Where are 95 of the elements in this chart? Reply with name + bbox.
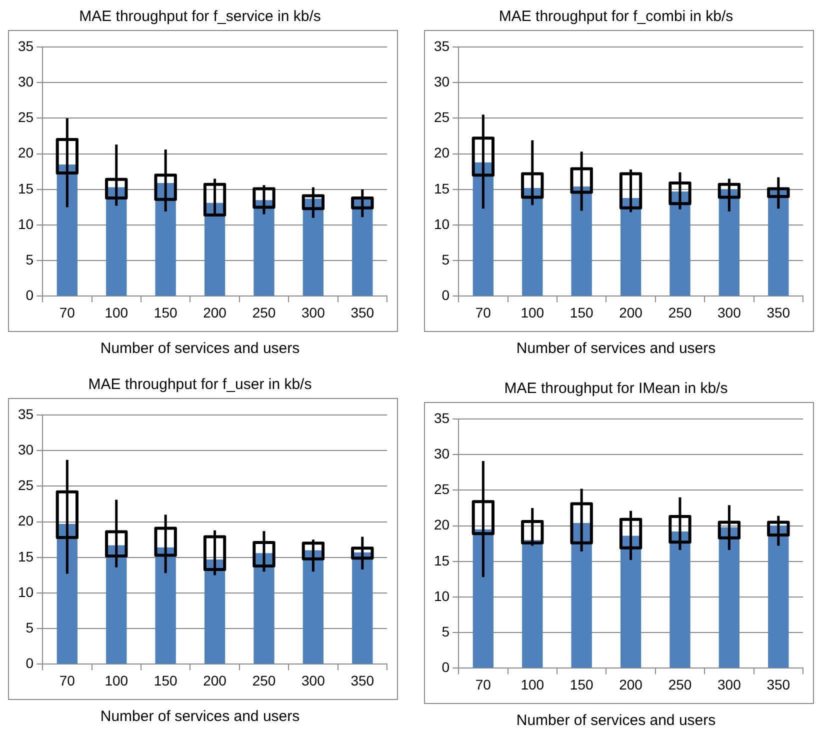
- x-tick-label: 70: [59, 672, 76, 688]
- bar: [571, 186, 592, 296]
- bar: [254, 553, 274, 664]
- x-tick-label: 70: [475, 676, 492, 692]
- bar: [718, 189, 740, 296]
- candlestick: [521, 506, 544, 547]
- x-tick-label: 150: [570, 676, 594, 692]
- bar: [106, 545, 127, 664]
- candlestick: [351, 536, 374, 571]
- y-tick-label: 5: [26, 251, 34, 268]
- x-tick-label: 150: [154, 304, 178, 320]
- x-tick-label: 350: [350, 304, 374, 320]
- bar: [56, 524, 78, 664]
- bar: [204, 560, 226, 664]
- x-tick-label: 150: [154, 672, 178, 688]
- bar: [106, 187, 127, 296]
- x-tick-label: 250: [252, 304, 276, 320]
- bar: [352, 552, 373, 664]
- y-tick-label: 10: [18, 584, 34, 600]
- y-tick-label: 5: [442, 623, 450, 640]
- y-tick-label: 15: [434, 180, 450, 196]
- x-axis-title: Number of services and users: [99, 340, 301, 357]
- x-tick-label: 200: [203, 304, 227, 320]
- bar: [522, 188, 543, 296]
- x-tick-label: 100: [104, 304, 128, 320]
- y-tick-label: 35: [18, 38, 34, 54]
- y-tick-label: 15: [18, 180, 34, 196]
- y-tick-label: 0: [26, 655, 34, 672]
- x-tick-label: 350: [766, 304, 790, 320]
- bar: [155, 182, 176, 296]
- bar: [155, 547, 176, 664]
- x-tick-label: 100: [520, 676, 544, 692]
- bar: [204, 202, 226, 296]
- y-tick-label: 10: [434, 588, 450, 604]
- y-tick-label: 30: [18, 73, 34, 90]
- y-tick-label: 30: [434, 445, 450, 462]
- y-tick-label: 25: [434, 109, 450, 126]
- x-tick-label: 350: [350, 672, 374, 688]
- x-tick-label: 70: [59, 304, 76, 320]
- x-tick-label: 150: [570, 304, 594, 320]
- bar: [302, 198, 324, 296]
- y-tick-label: 10: [434, 216, 450, 232]
- bar: [254, 200, 274, 296]
- y-tick-label: 5: [26, 619, 34, 636]
- x-tick-label: 250: [668, 676, 692, 692]
- y-tick-label: 5: [442, 251, 450, 268]
- y-tick-label: 35: [434, 38, 450, 54]
- x-tick-label: 300: [302, 672, 326, 688]
- x-tick-label: 250: [252, 672, 276, 688]
- y-tick-label: 20: [434, 144, 450, 161]
- y-tick-label: 15: [434, 552, 450, 568]
- x-tick-label: 300: [718, 304, 742, 320]
- x-tick-label: 300: [718, 676, 742, 692]
- y-tick-label: 20: [18, 512, 34, 529]
- chart-title: MAE throughput for IMean in kb/s: [503, 380, 729, 397]
- bar: [620, 198, 642, 296]
- candlestick: [767, 176, 790, 210]
- x-tick-label: 200: [619, 676, 643, 692]
- y-tick-label: 25: [434, 481, 450, 498]
- y-tick-label: 25: [18, 477, 34, 494]
- y-tick-label: 10: [18, 216, 34, 232]
- x-tick-label: 250: [668, 304, 692, 320]
- bar: [768, 190, 789, 296]
- x-tick-label: 100: [104, 672, 128, 688]
- x-tick-label: 350: [766, 676, 790, 692]
- bar: [472, 162, 494, 296]
- x-tick-label: 70: [475, 304, 492, 320]
- y-tick-label: 15: [18, 548, 34, 564]
- y-tick-label: 35: [18, 406, 34, 422]
- bar: [352, 198, 373, 296]
- chart-title: MAE throughput for f_user in kb/s: [87, 376, 313, 393]
- x-tick-label: 100: [520, 304, 544, 320]
- x-axis-title: Number of services and users: [515, 712, 717, 729]
- x-axis-title: Number of services and users: [99, 708, 301, 725]
- y-tick-label: 0: [442, 659, 450, 676]
- y-tick-label: 30: [18, 441, 34, 458]
- bar: [670, 192, 690, 296]
- candlestick: [302, 538, 325, 573]
- y-tick-label: 0: [442, 287, 450, 304]
- x-tick-label: 200: [619, 304, 643, 320]
- candlestick: [351, 188, 374, 218]
- y-tick-label: 35: [434, 410, 450, 426]
- bar: [56, 164, 78, 296]
- y-tick-label: 0: [26, 287, 34, 304]
- chart-title: MAE throughput for f_service in kb/s: [78, 8, 322, 25]
- y-tick-label: 20: [434, 516, 450, 533]
- x-tick-label: 300: [302, 304, 326, 320]
- bar: [302, 550, 324, 664]
- x-axis-title: Number of services and users: [515, 340, 717, 357]
- y-tick-label: 30: [434, 73, 450, 90]
- x-tick-label: 200: [203, 672, 227, 688]
- candlestick: [767, 514, 790, 547]
- chart-title: MAE throughput for f_combi in kb/s: [498, 8, 734, 25]
- y-tick-label: 20: [18, 144, 34, 161]
- y-tick-label: 25: [18, 109, 34, 126]
